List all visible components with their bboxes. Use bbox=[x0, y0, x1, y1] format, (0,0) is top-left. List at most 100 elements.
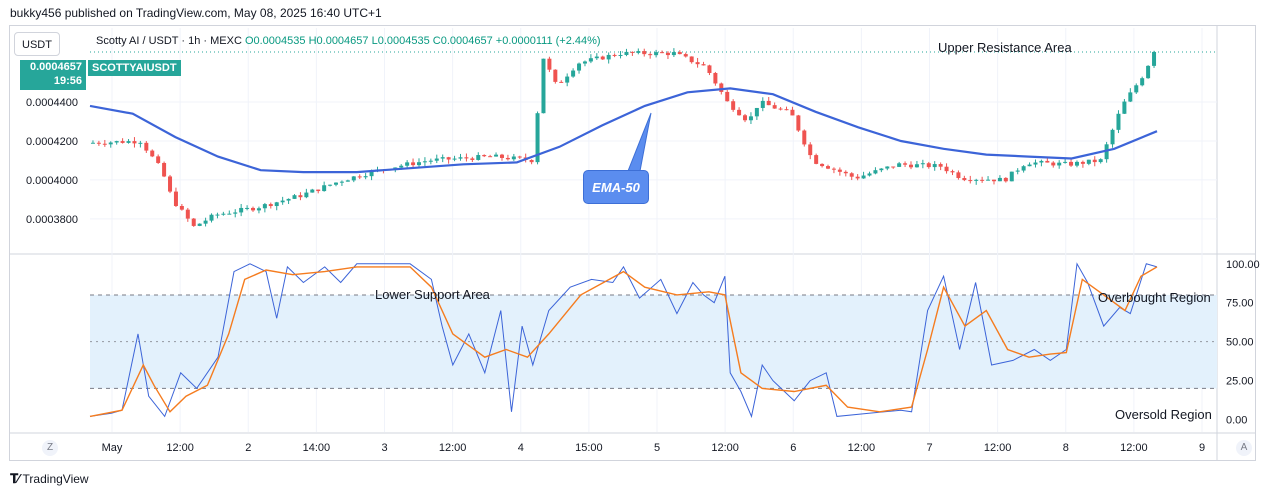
candle-up bbox=[624, 51, 629, 55]
candle-up bbox=[571, 70, 576, 77]
x-tick-label: 2 bbox=[245, 442, 251, 454]
candle-up bbox=[209, 214, 214, 221]
candle-up bbox=[594, 56, 599, 59]
candle-down bbox=[855, 176, 860, 179]
candle-up bbox=[1098, 159, 1103, 163]
candle-up bbox=[1146, 65, 1151, 79]
candle-up bbox=[1074, 161, 1079, 166]
candle-down bbox=[1045, 160, 1050, 163]
currency-button[interactable]: USDT bbox=[14, 32, 60, 56]
candle-down bbox=[743, 115, 748, 121]
stoch-tick-label: 100.00 bbox=[1226, 259, 1260, 271]
candle-up bbox=[754, 107, 759, 117]
candle-up bbox=[452, 158, 457, 160]
candle-up bbox=[422, 161, 427, 163]
candle-down bbox=[168, 176, 173, 192]
candle-up bbox=[920, 163, 925, 165]
candle-up bbox=[1063, 161, 1068, 163]
candle-up bbox=[339, 181, 344, 183]
candle-down bbox=[96, 142, 101, 144]
candle-up bbox=[748, 116, 753, 121]
candle-up bbox=[511, 156, 516, 160]
candle-up bbox=[262, 204, 267, 209]
timezone-z-button[interactable]: Z bbox=[42, 440, 58, 456]
candle-down bbox=[499, 154, 504, 158]
candle-up bbox=[494, 154, 499, 157]
stoch-tick-label: 75.00 bbox=[1226, 298, 1254, 310]
candle-up bbox=[434, 158, 439, 161]
candle-down bbox=[191, 218, 196, 226]
candle-down bbox=[488, 156, 493, 158]
candle-down bbox=[926, 163, 931, 168]
candle-up bbox=[760, 100, 765, 108]
candle-up bbox=[1057, 162, 1062, 166]
candle-up bbox=[274, 202, 279, 207]
candle-down bbox=[298, 195, 303, 198]
candle-up bbox=[416, 162, 421, 166]
candle-down bbox=[1003, 177, 1008, 182]
candle-down bbox=[962, 178, 967, 181]
candle-down bbox=[357, 176, 362, 178]
x-tick-label: 9 bbox=[1199, 442, 1205, 454]
candle-down bbox=[132, 141, 137, 144]
oversold-label: Oversold Region bbox=[1115, 407, 1212, 422]
candle-up bbox=[867, 173, 872, 176]
candle-up bbox=[126, 141, 131, 143]
candle-up bbox=[334, 182, 339, 185]
candle-down bbox=[102, 143, 107, 145]
candle-up bbox=[986, 179, 991, 181]
candle-up bbox=[1009, 171, 1014, 182]
candle-down bbox=[683, 54, 688, 57]
candle-down bbox=[849, 173, 854, 177]
candle-up bbox=[458, 157, 463, 159]
candle-down bbox=[150, 150, 155, 157]
candle-up bbox=[245, 207, 250, 209]
legend-symbol[interactable]: Scotty AI / USDT · 1h · MEXC bbox=[96, 35, 242, 47]
candle-down bbox=[482, 155, 487, 157]
candle-down bbox=[464, 157, 469, 159]
candle-down bbox=[547, 58, 552, 70]
candle-up bbox=[428, 160, 433, 162]
candle-down bbox=[559, 81, 564, 83]
price-tick-label: 0.0004000 bbox=[26, 175, 78, 187]
candle-up bbox=[197, 223, 202, 226]
candle-down bbox=[1069, 161, 1074, 166]
candle-down bbox=[642, 51, 647, 55]
stoch-d-line bbox=[89, 266, 1158, 418]
candle-down bbox=[185, 209, 190, 219]
candle-up bbox=[215, 214, 220, 216]
candle-down bbox=[784, 109, 789, 111]
candle-down bbox=[268, 204, 273, 207]
candle-down bbox=[796, 115, 801, 131]
candle-down bbox=[991, 179, 996, 182]
x-tick-label: 12:00 bbox=[848, 442, 876, 454]
candle-up bbox=[879, 168, 884, 171]
overbought-label: Overbought Region bbox=[1098, 290, 1211, 305]
candle-down bbox=[831, 168, 836, 170]
candle-down bbox=[707, 65, 712, 73]
candle-up bbox=[286, 198, 291, 201]
candle-up bbox=[606, 54, 611, 60]
chart-frame bbox=[9, 25, 1256, 461]
candle-up bbox=[1039, 160, 1044, 163]
candle-up bbox=[1122, 101, 1127, 114]
candle-down bbox=[820, 163, 825, 167]
candle-up bbox=[671, 52, 676, 56]
candle-down bbox=[156, 156, 161, 163]
stoch-tick-label: 25.00 bbox=[1226, 376, 1254, 388]
candle-down bbox=[737, 109, 742, 116]
auto-scale-button[interactable]: A bbox=[1236, 440, 1252, 456]
candle-up bbox=[897, 163, 902, 167]
ticker-tag: SCOTTYAIUSDT bbox=[88, 60, 181, 76]
x-tick-label: 15:00 bbox=[575, 442, 603, 454]
stoch-tick-label: 0.00 bbox=[1226, 415, 1247, 427]
candle-up bbox=[310, 189, 315, 193]
candle-up bbox=[997, 177, 1002, 182]
tradingview-brand-text: TradingView bbox=[22, 472, 89, 486]
legend-high: H0.0004657 bbox=[308, 35, 369, 47]
price-tick-label: 0.0003800 bbox=[26, 214, 78, 226]
candle-up bbox=[535, 113, 540, 163]
published-line: bukky456 published on TradingView.com, M… bbox=[10, 6, 382, 20]
candle-down bbox=[1092, 159, 1097, 163]
